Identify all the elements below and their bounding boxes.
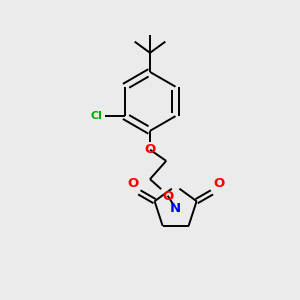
Text: N: N xyxy=(170,202,181,214)
Text: Cl: Cl xyxy=(91,111,103,121)
Text: O: O xyxy=(144,142,156,156)
Text: O: O xyxy=(162,190,174,203)
Text: O: O xyxy=(127,177,138,190)
Text: O: O xyxy=(213,177,224,190)
